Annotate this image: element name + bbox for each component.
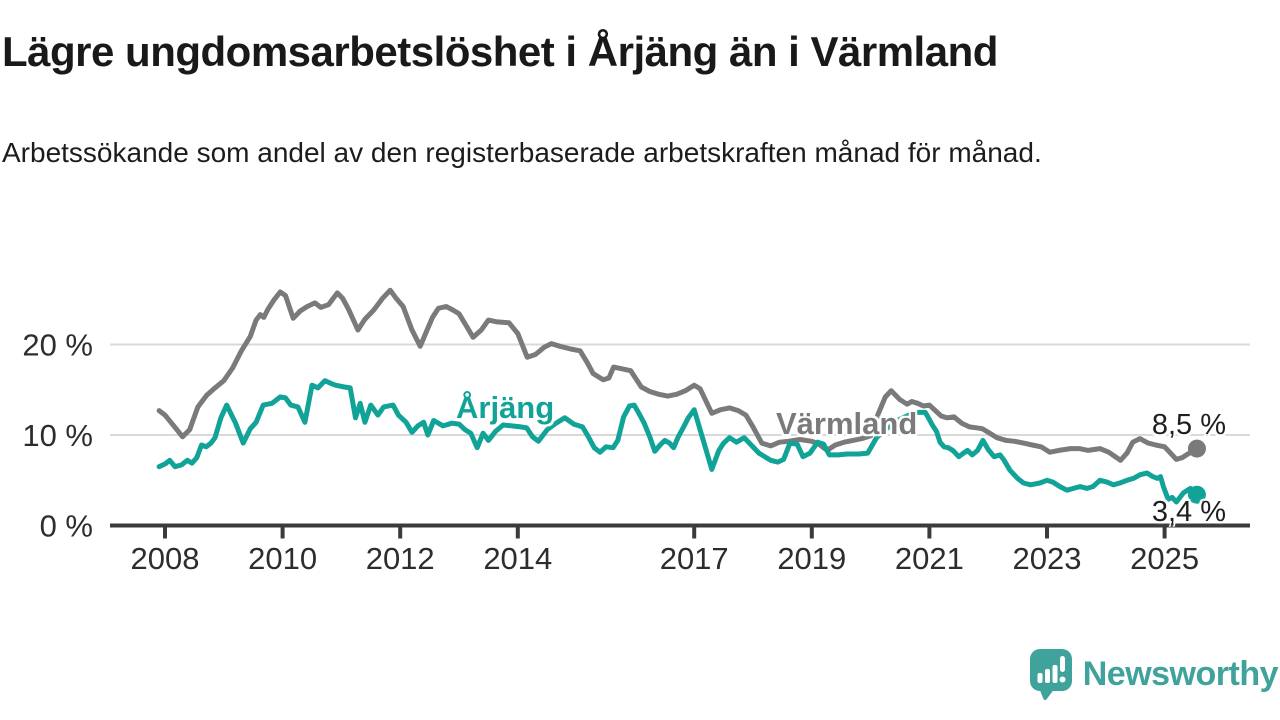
x-axis-tick-label: 2019 — [777, 541, 846, 576]
x-axis-tick-label: 2012 — [366, 541, 435, 576]
x-axis-tick-label: 2014 — [483, 541, 552, 576]
x-axis-tick-label: 2008 — [131, 541, 200, 576]
x-axis-tick-label: 2025 — [1130, 541, 1199, 576]
varmland-end-value-label: 8,5 % — [1151, 409, 1226, 441]
end-dot-rjng — [1187, 485, 1206, 504]
x-axis-tick-label: 2021 — [895, 541, 964, 576]
x-axis-tick-label: 2017 — [660, 541, 729, 576]
end-dot-vrmland — [1187, 439, 1206, 458]
x-axis-tick-label: 2010 — [248, 541, 317, 576]
arjang-end-value-label: 3,4 % — [1151, 496, 1226, 528]
newsworthy-logo-text: Newsworthy — [1082, 654, 1279, 693]
x-axis-tick-label: 2023 — [1013, 541, 1082, 576]
newsworthy-logo: Newsworthy — [1029, 648, 1279, 700]
y-axis-tick-label: 0 % — [40, 509, 93, 544]
series-label-varmland: Värmland — [776, 406, 918, 441]
y-axis-tick-label: 20 % — [22, 328, 93, 363]
newsworthy-logo-icon — [1029, 649, 1072, 700]
line-rjng — [156, 378, 1200, 505]
series-label-arjang: Årjäng — [456, 390, 555, 425]
page-title: Lägre ungdomsarbetslöshet i Årjäng än i … — [2, 28, 998, 75]
y-axis-tick-label: 10 % — [22, 418, 93, 453]
chart-subtitle: Arbetssökande som andel av den registerb… — [2, 137, 1042, 168]
line-vrmland — [156, 287, 1200, 463]
